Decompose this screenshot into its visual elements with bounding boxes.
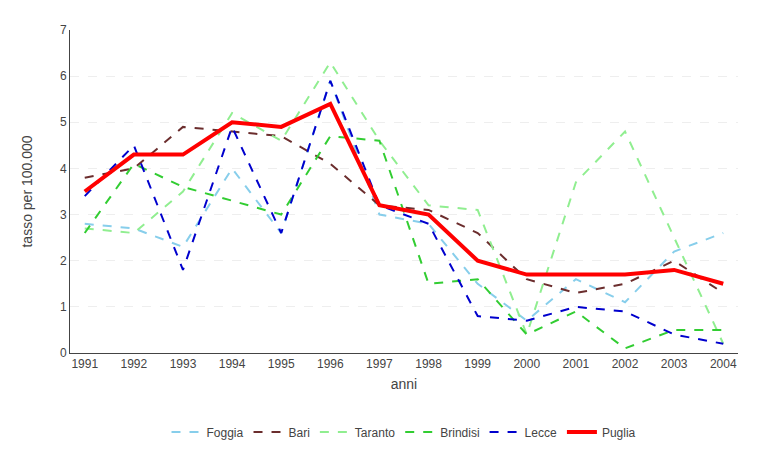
svg-text:2001: 2001 <box>563 357 590 371</box>
svg-text:1993: 1993 <box>170 357 197 371</box>
svg-text:Lecce: Lecce <box>525 426 557 440</box>
svg-text:5: 5 <box>60 115 67 129</box>
svg-text:1: 1 <box>60 300 67 314</box>
svg-text:Puglia: Puglia <box>602 426 636 440</box>
svg-text:tasso per 100.000: tasso per 100.000 <box>19 135 35 247</box>
svg-text:2: 2 <box>60 254 67 268</box>
svg-text:1999: 1999 <box>464 357 491 371</box>
svg-text:1992: 1992 <box>120 357 147 371</box>
svg-text:6: 6 <box>60 69 67 83</box>
svg-text:anni: anni <box>391 376 417 392</box>
svg-text:2003: 2003 <box>661 357 688 371</box>
svg-text:3: 3 <box>60 208 67 222</box>
svg-text:0: 0 <box>60 346 67 360</box>
svg-text:2004: 2004 <box>710 357 737 371</box>
svg-text:1995: 1995 <box>268 357 295 371</box>
svg-text:1997: 1997 <box>366 357 393 371</box>
svg-text:1994: 1994 <box>219 357 246 371</box>
svg-text:Foggia: Foggia <box>207 426 244 440</box>
svg-text:1991: 1991 <box>71 357 98 371</box>
svg-text:Brindisi: Brindisi <box>440 426 479 440</box>
svg-text:1998: 1998 <box>415 357 442 371</box>
svg-text:1996: 1996 <box>317 357 344 371</box>
svg-text:4: 4 <box>60 162 67 176</box>
svg-text:7: 7 <box>60 23 67 37</box>
svg-text:2000: 2000 <box>513 357 540 371</box>
svg-text:Bari: Bari <box>289 426 310 440</box>
svg-text:Taranto: Taranto <box>355 426 395 440</box>
svg-text:2002: 2002 <box>612 357 639 371</box>
